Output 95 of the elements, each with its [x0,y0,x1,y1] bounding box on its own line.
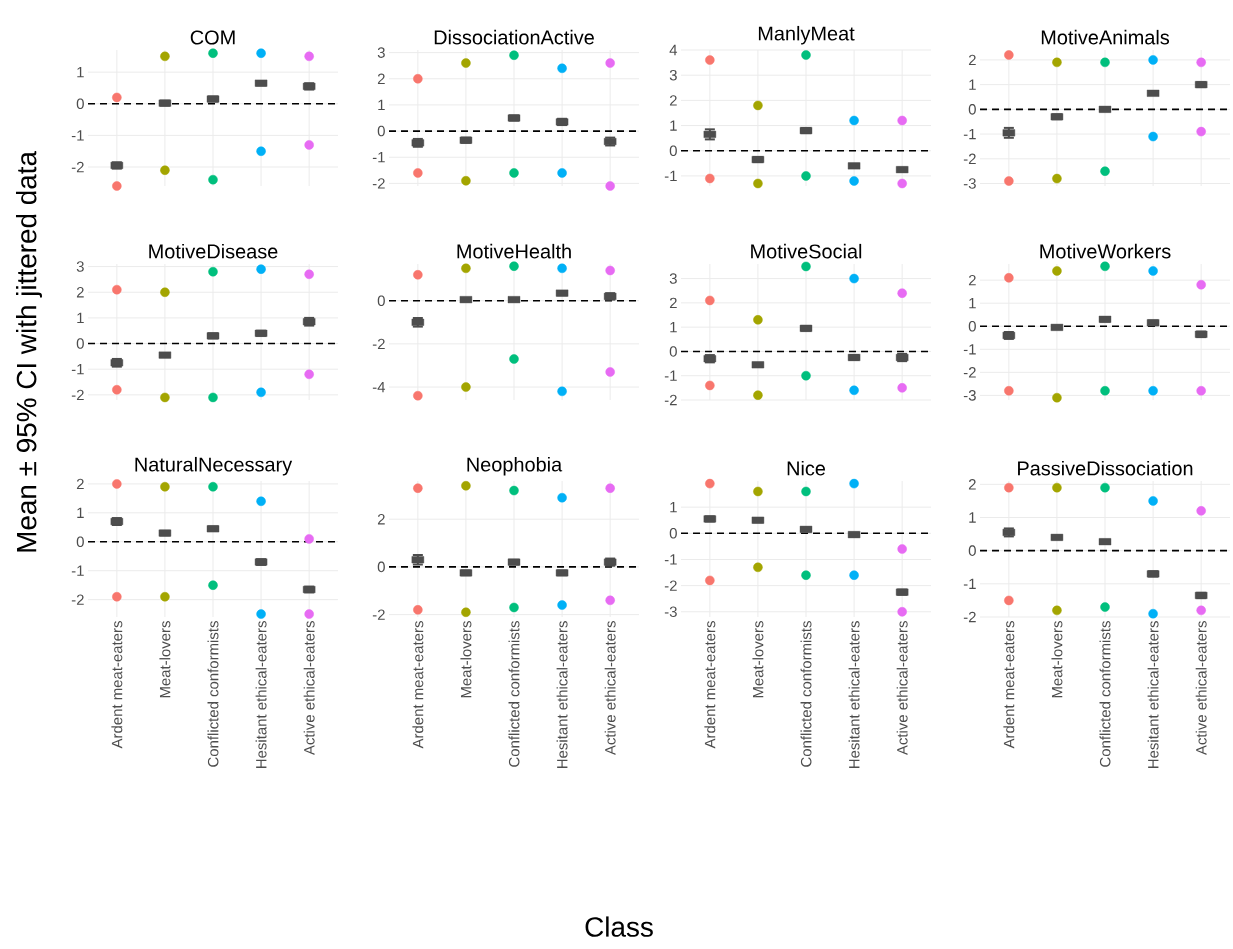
y-tick-label: 2 [377,513,385,525]
y-tick-label: -2 [664,580,677,591]
chart-title: MotiveSocial [751,243,862,259]
y-tick-label: -2 [963,153,976,165]
y-tick-label: 2 [377,73,385,84]
chart-title: DissociationActive [434,29,594,45]
y-tick-label: 0 [377,561,385,573]
y-tick-label: 2 [968,54,976,66]
x-tick-label: Conflicted conformists [800,621,812,767]
chart-title: MotiveHealth [457,243,571,259]
x-tick-label: Conflicted conformists [1099,621,1111,767]
y-tick-label: -1 [372,152,385,163]
chart-title: MotiveAnimals [1041,29,1170,45]
chart-title: COM [190,30,235,45]
y-tick-label: 0 [968,320,976,332]
y-tick-label: 1 [670,502,677,513]
x-tick-label: Ardent meat-eaters [111,621,123,749]
y-tick-label: -1 [664,554,677,565]
chart-title: PassiveDissociation [1018,460,1193,476]
y-tick-label: 2 [968,479,976,490]
y-tick-label: 2 [76,287,84,298]
chart-title: Nice [787,460,826,476]
chart-title: NaturalNecessary [135,456,293,476]
y-tick-label: -3 [664,606,677,618]
y-tick-label: 3 [669,69,677,81]
y-tick-label: 0 [76,338,84,349]
y-tick-label: 0 [669,346,677,357]
y-tick-label: 2 [669,297,677,309]
x-tick-label: Meat-lovers [159,621,171,698]
x-tick-label: Hesitant ethical-eaters [556,621,568,768]
y-tick-label: -3 [963,390,976,401]
y-tick-label: -2 [71,161,84,173]
y-tick-label: -2 [372,338,385,350]
y-tick-label: 3 [377,47,385,58]
y-tick-label: 0 [968,545,976,556]
y-tick-label: 2 [76,478,84,490]
y-tick-label: 0 [968,104,976,115]
y-tick-label: 2 [669,95,677,106]
y-tick-label: 1 [77,312,84,324]
y-tick-label: 0 [377,125,385,137]
x-axis-title: Class [585,916,653,937]
x-tick-label: Ardent meat-eaters [1003,621,1015,749]
y-tick-label: 2 [968,274,976,286]
y-tick-label: 0 [377,295,385,306]
x-tick-label: Active ethical-eaters [303,621,315,756]
y-tick-label: 0 [76,536,84,548]
y-tick-label: 1 [969,79,976,90]
y-tick-label: -1 [664,370,677,381]
x-tick-label: Ardent meat-eaters [412,621,424,749]
y-tick-label: 1 [670,322,677,333]
x-tick-label: Conflicted conformists [508,621,520,767]
chart-title: Neophobia [467,456,563,476]
y-axis-title: Mean ± 95% CI with jittered data [15,151,42,552]
chart-title: ManlyMeat [758,25,855,45]
y-tick-label: 1 [77,67,84,78]
y-tick-label: -1 [664,170,677,182]
y-tick-label: 0 [669,528,677,539]
y-tick-label: 1 [969,512,976,523]
y-tick-label: -2 [372,609,385,620]
y-tick-label: -3 [963,178,976,189]
x-tick-label: Meat-lovers [1051,621,1063,698]
x-tick-label: Conflicted conformists [207,621,219,767]
y-tick-label: 4 [669,44,678,56]
x-tick-label: Active ethical-eaters [604,621,616,756]
y-tick-label: 1 [378,99,385,111]
x-tick-label: Hesitant ethical-eaters [1147,621,1159,768]
y-tick-label: -1 [963,578,976,589]
x-tick-label: Meat-lovers [460,621,472,698]
x-tick-label: Active ethical-eaters [896,621,908,756]
y-tick-label: -1 [71,565,84,576]
chart-title: MotiveDisease [149,243,278,259]
y-tick-label: 0 [76,98,84,110]
y-tick-label: 1 [670,120,677,131]
y-tick-label: -1 [71,364,84,375]
y-tick-label: 3 [669,273,677,284]
x-tick-label: Hesitant ethical-eaters [848,621,860,768]
y-tick-label: 1 [77,507,84,518]
y-tick-label: -1 [963,344,976,355]
y-tick-label: -2 [963,367,976,378]
y-tick-label: -2 [664,394,677,406]
y-tick-label: -1 [963,128,976,140]
chart-title: MotiveWorkers [1040,243,1171,259]
y-tick-label: 1 [969,298,976,309]
y-tick-label: -2 [963,611,976,623]
x-tick-label: Active ethical-eaters [1195,621,1207,756]
y-tick-label: -2 [372,178,385,189]
y-tick-label: -4 [372,381,386,393]
y-tick-label: -2 [71,389,84,401]
y-tick-label: -2 [71,594,84,605]
y-tick-label: 3 [76,261,84,272]
x-tick-label: Ardent meat-eaters [704,621,716,749]
x-tick-label: Meat-lovers [752,621,764,698]
x-tick-label: Hesitant ethical-eaters [255,621,267,768]
y-tick-label: 0 [669,145,677,157]
y-tick-label: -1 [71,130,84,141]
